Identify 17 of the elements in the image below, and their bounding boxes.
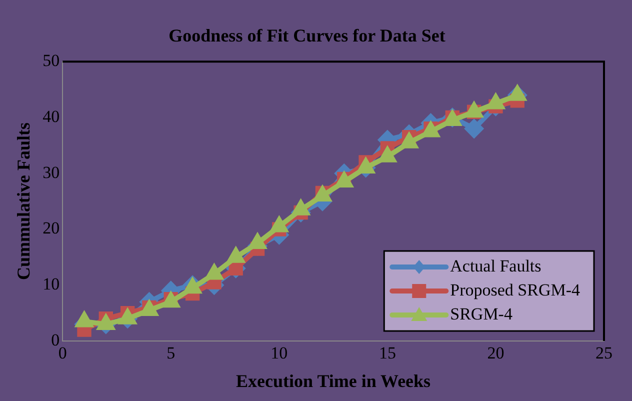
y-tick-label: 40 — [42, 106, 60, 126]
y-tick-label: 10 — [42, 274, 60, 294]
x-tick-label: 25 — [596, 344, 612, 363]
y-tick-label: 0 — [51, 330, 60, 350]
y-tick-label: 20 — [42, 218, 60, 238]
legend-label: SRGM-4 — [450, 304, 513, 324]
legend-label: Actual Faults — [450, 256, 542, 276]
y-tick-label: 50 — [42, 51, 60, 70]
legend-label: Proposed SRGM-4 — [450, 280, 580, 300]
x-tick-label: 15 — [378, 344, 396, 363]
x-tick-label: 5 — [166, 344, 176, 363]
x-tick-label: 20 — [487, 344, 504, 363]
y-tick-label: 30 — [42, 162, 60, 182]
x-axis-title: Execution Time in Weeks — [236, 370, 431, 391]
x-tick-label: 10 — [270, 344, 288, 363]
y-axis-title: Cummulative Faults — [13, 122, 34, 280]
chart-title: Goodness of Fit Curves for Data Set — [168, 25, 446, 46]
